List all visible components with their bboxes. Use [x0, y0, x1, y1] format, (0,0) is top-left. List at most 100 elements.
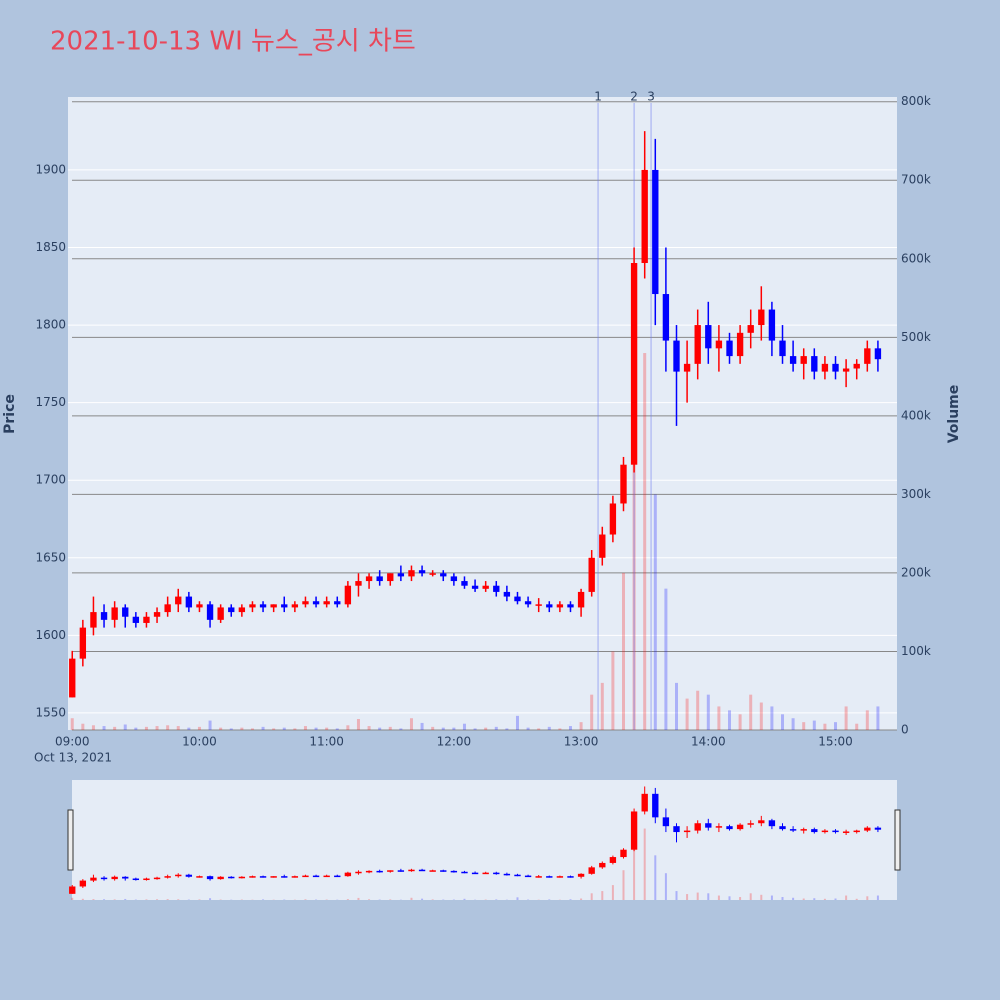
volume-bar: [123, 724, 127, 730]
candle-body: [376, 576, 383, 582]
event-label: 2: [630, 90, 638, 104]
slider-volume-bar: [156, 899, 159, 900]
candle-body: [482, 872, 489, 875]
volume-bar: [515, 715, 519, 730]
candle-body: [694, 325, 701, 364]
candle-body: [853, 830, 860, 833]
candle-body: [503, 591, 511, 597]
volume-bar: [431, 726, 435, 730]
volume-bar: [823, 723, 827, 730]
candle-body: [281, 876, 288, 878]
candle-body: [705, 325, 712, 349]
candle-body: [482, 585, 489, 589]
y2-tick-label: 200k: [901, 565, 931, 579]
candle-body: [641, 169, 648, 264]
candle-body: [758, 309, 765, 326]
range-slider[interactable]: [72, 780, 897, 900]
candle-body: [228, 876, 235, 879]
candle-body: [291, 876, 299, 878]
x-tick-label: 11:00: [309, 735, 344, 749]
slider-volume-bar: [611, 885, 614, 900]
candle-body: [79, 627, 87, 659]
candle-body: [206, 604, 214, 620]
candle-body: [69, 658, 76, 698]
volume-bar: [696, 690, 700, 730]
volume-bar: [282, 727, 286, 730]
candle-body: [100, 877, 108, 880]
candle-body: [302, 601, 309, 605]
slider-volume-bar: [622, 870, 625, 900]
candle-body: [471, 872, 479, 875]
candle-body: [662, 294, 670, 341]
candle-body: [811, 356, 818, 372]
candle-body: [832, 830, 839, 833]
candle-body: [334, 875, 341, 878]
candle-body: [397, 573, 405, 577]
candle-body: [705, 823, 712, 828]
slider-volume-bar: [675, 891, 678, 900]
volume-bar: [155, 726, 159, 730]
candle-body: [122, 607, 129, 617]
x-tick-label: 13:00: [564, 735, 599, 749]
candle-body: [291, 604, 299, 608]
candle-body: [535, 604, 542, 606]
y2-tick-label: 500k: [901, 330, 931, 344]
range-handle[interactable]: [894, 809, 901, 871]
candle-body: [143, 878, 150, 881]
candle-body: [662, 817, 670, 827]
volume-bar: [505, 728, 509, 730]
candle-body: [397, 870, 405, 872]
volume-bar: [91, 725, 95, 730]
slider-volume-bar: [71, 897, 74, 900]
candle-body: [79, 880, 87, 887]
candle-body: [185, 596, 193, 608]
slider-volume-bar: [643, 828, 646, 900]
candle-body: [175, 596, 182, 605]
candle-body: [111, 607, 118, 620]
slider-volume-bar: [431, 899, 434, 900]
candle-body: [153, 612, 161, 617]
y-tick-label: 1850: [35, 240, 66, 254]
candle-body: [249, 604, 256, 608]
slider-volume-bar: [569, 899, 572, 900]
volume-bar: [484, 727, 488, 730]
slider-volume-bar: [739, 897, 742, 900]
volume-bar: [388, 726, 392, 730]
candle-body: [493, 585, 500, 592]
range-handle[interactable]: [67, 809, 74, 871]
volume-bar: [812, 720, 816, 730]
slider-volume-bar: [389, 899, 392, 900]
x-tick-sublabel: Oct 13, 2021: [34, 751, 112, 765]
slider-volume-bar: [728, 896, 731, 900]
candle-body: [546, 604, 553, 608]
candle-body: [620, 464, 627, 504]
slider-volume-bar: [633, 847, 636, 900]
candle-body: [344, 585, 352, 605]
y2-tick-label: 300k: [901, 487, 931, 501]
candle-body: [111, 876, 118, 880]
volume-bar: [81, 723, 85, 730]
candle-body: [185, 874, 193, 877]
y-axis-title: Price: [2, 394, 18, 434]
candle-body: [355, 871, 362, 874]
volume-bar: [781, 714, 785, 730]
candle-body: [609, 503, 617, 535]
candle-body: [832, 363, 839, 372]
x-tick-label: 12:00: [437, 735, 472, 749]
slider-volume-bar: [654, 855, 657, 900]
candle-body: [143, 616, 150, 623]
candle-body: [800, 829, 807, 831]
volume-bar: [272, 728, 276, 730]
y-tick-label: 1600: [35, 628, 66, 642]
candle-body: [524, 875, 532, 878]
candle-body: [673, 826, 680, 833]
slider-volume-bar: [495, 899, 498, 900]
candle-body: [652, 793, 659, 818]
volume-bar: [728, 710, 732, 730]
volume-bar: [685, 698, 689, 730]
candle-body: [259, 604, 267, 608]
volume-bar: [876, 706, 880, 730]
volume-bar: [70, 718, 74, 730]
volume-bar: [738, 714, 742, 730]
volume-bar: [187, 727, 191, 730]
